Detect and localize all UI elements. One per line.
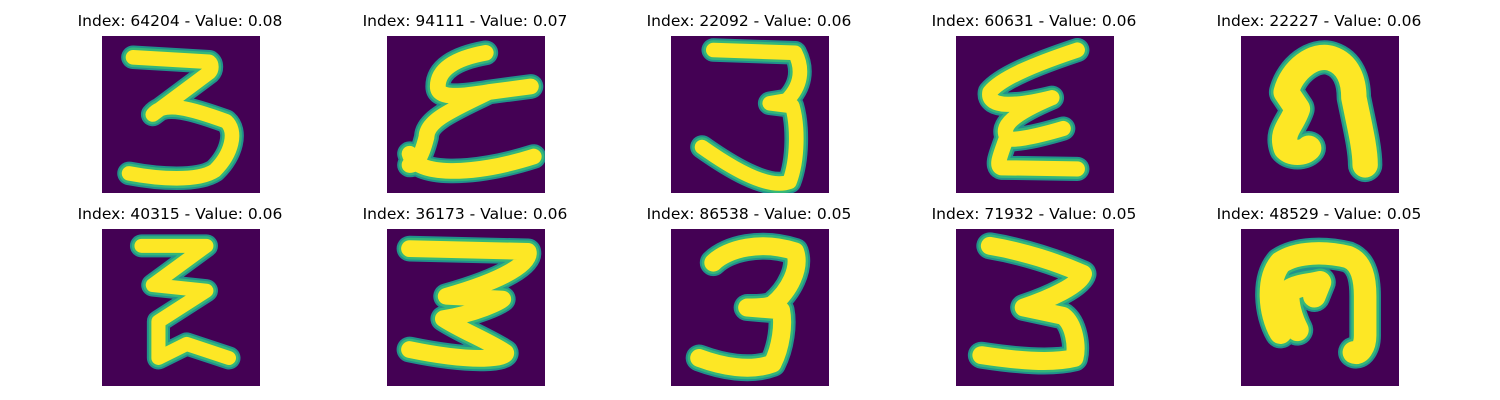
digit-canvas: [671, 229, 829, 386]
digit-image: [387, 229, 545, 386]
digit-image: [387, 36, 545, 193]
panel-7: Index: 36173 - Value: 0.06: [325, 201, 605, 391]
stroke-core: [982, 42, 1085, 177]
stroke-core: [401, 44, 542, 179]
panel-1: Index: 64204 - Value: 0.08: [40, 8, 320, 198]
digit-canvas: [102, 36, 260, 193]
panel-title: Index: 71932 - Value: 0.05: [931, 205, 1137, 223]
panel-title: Index: 22227 - Value: 0.06: [1216, 12, 1422, 30]
stroke-core: [134, 238, 237, 365]
stroke-core: [690, 237, 806, 377]
panel-4: Index: 60631 - Value: 0.06: [894, 8, 1174, 198]
stroke-core: [401, 240, 537, 367]
panel-title: Index: 60631 - Value: 0.06: [931, 12, 1137, 30]
stroke-core: [121, 50, 240, 186]
digit-canvas: [387, 229, 545, 386]
panel-6: Index: 40315 - Value: 0.06: [40, 201, 320, 391]
digit-image: [1241, 229, 1399, 386]
digit-image: [671, 36, 829, 193]
digit-image: [102, 36, 260, 193]
stroke-core: [1272, 44, 1378, 178]
digit-image: [671, 229, 829, 386]
panel-title: Index: 40315 - Value: 0.06: [77, 205, 283, 223]
digit-canvas: [671, 36, 829, 193]
panel-5: Index: 22227 - Value: 0.06: [1179, 8, 1459, 198]
panel-8: Index: 86538 - Value: 0.05: [609, 201, 889, 391]
panel-2: Index: 94111 - Value: 0.07: [325, 8, 605, 198]
panel-10: Index: 48529 - Value: 0.05: [1179, 201, 1459, 391]
panel-title: Index: 48529 - Value: 0.05: [1216, 205, 1422, 223]
panel-title: Index: 36173 - Value: 0.06: [362, 205, 568, 223]
digit-image: [956, 229, 1114, 386]
digit-canvas: [1241, 229, 1399, 386]
stroke-core: [1259, 242, 1377, 364]
digit-canvas: [1241, 36, 1399, 193]
panel-title: Index: 94111 - Value: 0.07: [362, 12, 568, 30]
panel-title: Index: 22092 - Value: 0.06: [646, 12, 852, 30]
digit-image: [1241, 36, 1399, 193]
panel-3: Index: 22092 - Value: 0.06: [609, 8, 889, 198]
digit-canvas: [102, 229, 260, 386]
digit-canvas: [387, 36, 545, 193]
stroke-core: [694, 42, 808, 191]
stroke-core: [972, 236, 1092, 370]
digit-canvas: [956, 229, 1114, 386]
digit-canvas: [956, 36, 1114, 193]
panel-9: Index: 71932 - Value: 0.05: [894, 201, 1174, 391]
digit-image: [956, 36, 1114, 193]
panel-title: Index: 86538 - Value: 0.05: [646, 205, 852, 223]
panel-title: Index: 64204 - Value: 0.08: [77, 12, 283, 30]
digit-image: [102, 229, 260, 386]
